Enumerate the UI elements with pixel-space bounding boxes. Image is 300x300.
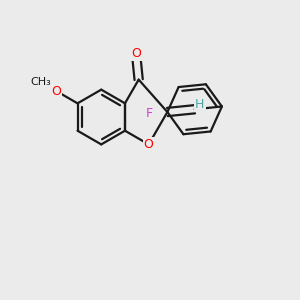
Text: O: O: [131, 47, 141, 60]
Text: H: H: [195, 98, 205, 111]
Text: O: O: [144, 138, 154, 151]
Text: CH₃: CH₃: [30, 77, 51, 87]
Text: F: F: [146, 107, 153, 120]
Text: O: O: [51, 85, 61, 98]
